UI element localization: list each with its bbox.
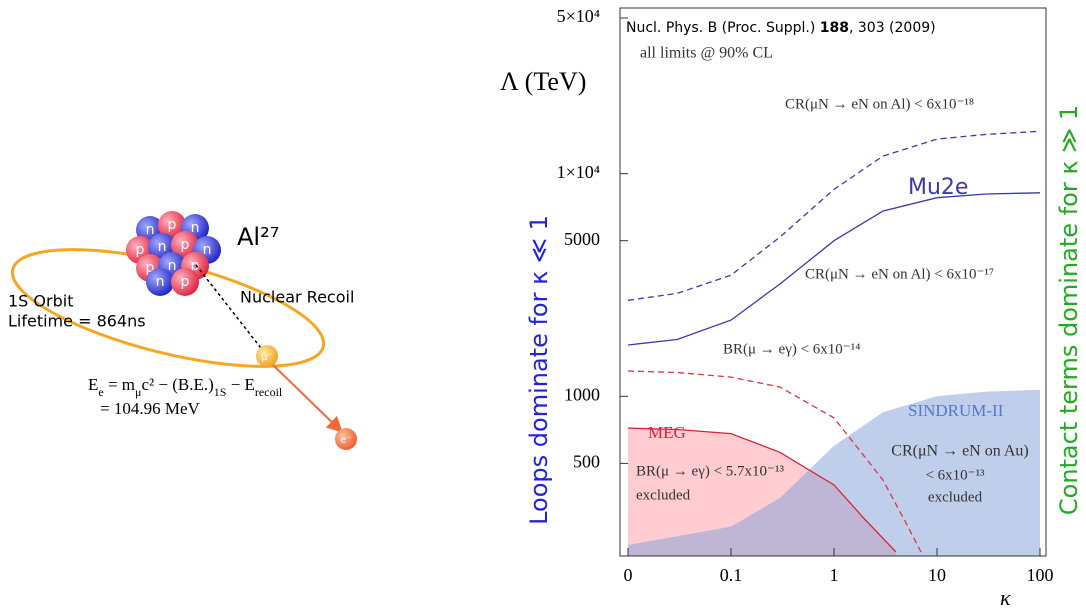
equation-part: E bbox=[88, 375, 98, 394]
nucleon-label: p bbox=[136, 242, 145, 258]
nucleon-label: n bbox=[191, 220, 200, 236]
equation-part: e bbox=[98, 385, 103, 399]
citation-part: , 303 (2009) bbox=[849, 20, 936, 36]
annotation: < 6x10⁻¹³ bbox=[925, 467, 985, 483]
x-tick-label: 0 bbox=[624, 565, 633, 585]
x-tick-label: 10 bbox=[928, 565, 946, 585]
series-label: SINDRUM-II bbox=[908, 401, 1004, 420]
plot-frame bbox=[619, 7, 1047, 557]
nucleon-label: n bbox=[168, 258, 177, 274]
y-tick-label: 5×10⁴ bbox=[557, 6, 600, 26]
series-label: MEG bbox=[648, 423, 686, 442]
nucleon-label: p bbox=[168, 217, 177, 233]
recoil-line bbox=[195, 264, 265, 353]
annotation: CR(μN → eN on Al) < 6x10⁻¹⁷ bbox=[805, 266, 994, 282]
nucleon-label: p bbox=[146, 260, 155, 276]
orbit-label: 1S Orbit bbox=[8, 292, 73, 311]
equation-part: recoil bbox=[255, 385, 283, 399]
muon-capture-diagram: n p np n p np n pn p μ⁻ e⁻ Al²⁷ 1S Orbit Lifetim… bbox=[8, 211, 357, 450]
equation-part: μ bbox=[135, 385, 141, 399]
line bbox=[627, 370, 922, 553]
nucleon-label: n bbox=[203, 242, 212, 258]
nucleon bbox=[158, 211, 186, 239]
note: all limits @ 90% CL bbox=[640, 45, 773, 62]
nucleon-label: p bbox=[181, 274, 190, 290]
nucleon-label: n bbox=[156, 274, 165, 290]
nucleon bbox=[171, 231, 199, 259]
y-axis-label: Λ (TeV) bbox=[500, 67, 586, 96]
x-tick-label: 100 bbox=[1027, 565, 1054, 585]
equation-part: c² − (B.E.) bbox=[141, 375, 213, 394]
line bbox=[627, 427, 897, 553]
muon bbox=[256, 345, 278, 367]
annotation: CR(μN → eN on Al) < 6x10⁻¹⁸ bbox=[785, 96, 974, 112]
y-tick-label: 500 bbox=[573, 452, 600, 472]
nucleon-label: p bbox=[191, 258, 200, 274]
annotation: CR(μN → eN on Au) bbox=[891, 443, 1028, 460]
area bbox=[628, 389, 1040, 556]
citation-part: 188 bbox=[820, 20, 849, 36]
line bbox=[627, 130, 1041, 301]
y-tick-label: 1×10⁴ bbox=[557, 162, 600, 182]
equation-part: − E bbox=[226, 375, 254, 394]
equation-part: 1S bbox=[214, 385, 227, 399]
series-label: Mu2e bbox=[908, 175, 968, 200]
electron-arrow bbox=[271, 363, 343, 433]
electron bbox=[335, 428, 357, 450]
x-axis-label: κ bbox=[1000, 585, 1011, 610]
lifetime: Lifetime = 864ns bbox=[8, 312, 146, 331]
equation-part: = m bbox=[104, 375, 135, 394]
annotation: excluded bbox=[928, 489, 983, 505]
citation: Nucl. Phys. B (Proc. Suppl.) 188, 303 (2… bbox=[626, 20, 936, 36]
y-tick-label: 1000 bbox=[564, 384, 600, 404]
annotation: BR(μ → eγ) < 5.7x10⁻¹³ bbox=[636, 463, 784, 479]
line bbox=[627, 192, 1041, 346]
y-tick-label: 5000 bbox=[564, 229, 600, 249]
annotation: excluded bbox=[636, 487, 691, 503]
muon-label: μ⁻ bbox=[261, 352, 273, 363]
chart: Nucl. Phys. B (Proc. Suppl.) 188, 303 (2… bbox=[500, 6, 1083, 610]
citation-part: Nucl. Phys. B (Proc. Suppl.) bbox=[626, 20, 820, 36]
electron-label: e⁻ bbox=[340, 435, 351, 446]
nucleon-label: n bbox=[158, 239, 167, 255]
nucleus: n p np n p np n pn p bbox=[126, 211, 221, 296]
nucleon-label: p bbox=[181, 237, 190, 253]
nucleon-label: n bbox=[146, 222, 155, 238]
recoil-label: Nuclear Recoil bbox=[240, 288, 354, 307]
left-side-label: Loops dominate for κ ≪ 1 bbox=[525, 215, 553, 525]
x-tick-label: 1 bbox=[830, 565, 839, 585]
nucleon bbox=[171, 268, 199, 296]
equation: Ee = mμc² − (B.E.)1S − Erecoil bbox=[88, 375, 283, 399]
nucleon bbox=[146, 268, 174, 296]
annotation: BR(μ → eγ) < 6x10⁻¹⁴ bbox=[723, 341, 860, 357]
nucleus-label: Al²⁷ bbox=[237, 223, 279, 251]
x-tick-label: 0.1 bbox=[720, 565, 743, 585]
equation-result: = 104.96 MeV bbox=[100, 399, 200, 418]
right-side-label: Contact terms dominate for κ ≫ 1 bbox=[1055, 105, 1083, 515]
